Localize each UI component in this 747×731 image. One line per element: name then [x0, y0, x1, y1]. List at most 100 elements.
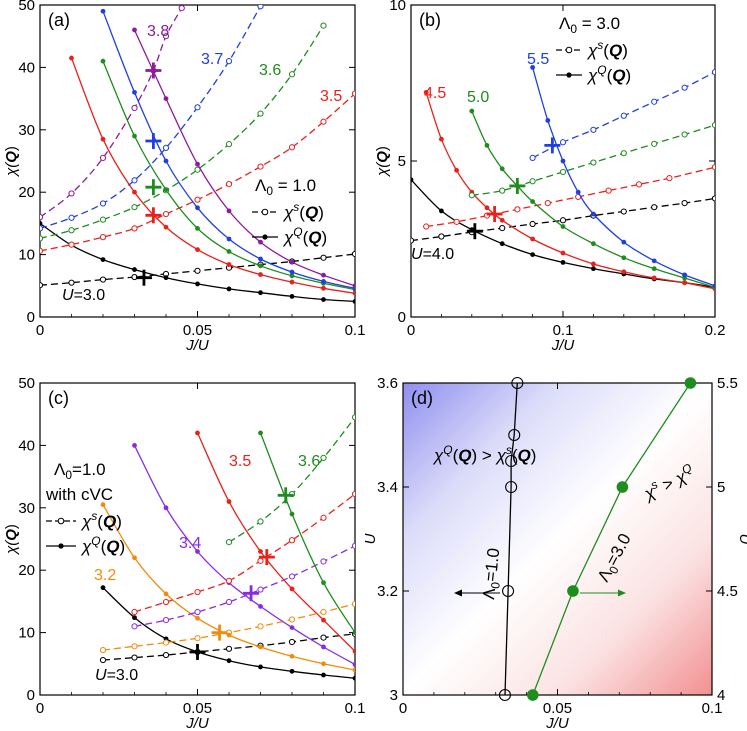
- y-tick-label: 50: [18, 0, 35, 14]
- phase-point: [526, 689, 539, 701]
- orbital-point: [132, 189, 137, 195]
- orbital-point: [289, 259, 295, 265]
- y2-tick-label: 5: [717, 479, 725, 496]
- y-tick-label: 3.6: [377, 375, 398, 392]
- spin-point: [131, 204, 138, 211]
- panel-label: (b): [419, 10, 441, 30]
- legend: Λ0 = 3.0χs(Q) χQ(Q): [556, 14, 631, 85]
- orbital-point: [682, 280, 687, 286]
- orbital-point: [226, 249, 232, 254]
- spin-point: [257, 586, 264, 593]
- orbital-point: [321, 644, 326, 650]
- phase-point: [508, 428, 521, 442]
- legend-title: with cVC: [45, 485, 113, 504]
- phase-point: [498, 688, 512, 702]
- orbital-point: [195, 161, 200, 167]
- orbital-point: [226, 236, 232, 242]
- x-tick-label: 0: [36, 700, 44, 717]
- legend-entry-orbital: χQ(Q): [586, 63, 631, 85]
- spin-point: [288, 71, 296, 78]
- spin-point: [651, 204, 658, 211]
- orbital-point: [289, 586, 295, 592]
- series-label: U=3.0: [62, 287, 105, 304]
- y-tick-label: 3: [390, 687, 398, 704]
- y-tick-label: 10: [18, 625, 35, 642]
- spin-point: [559, 168, 567, 176]
- legend-entry-orbital: χQ(Q): [80, 534, 125, 556]
- orbital-point: [132, 27, 137, 33]
- orbital-susceptibility-line: [411, 179, 715, 289]
- x-tick-label: 0.05: [183, 322, 212, 339]
- spin-point: [651, 140, 658, 147]
- orbital-point: [454, 167, 459, 173]
- orbital-point: [258, 290, 263, 296]
- legend-entry-spin: χs(Q): [282, 200, 324, 222]
- orbital-point: [289, 653, 295, 659]
- phase-point: [567, 585, 579, 597]
- orbital-point: [100, 136, 106, 142]
- plot-area: [504, 383, 691, 695]
- series-label: 3.8: [147, 23, 169, 40]
- x-tick-label: 0: [399, 700, 407, 717]
- y-tick-label: 0: [27, 687, 35, 704]
- orbital-point: [289, 269, 295, 275]
- orbital-point: [484, 143, 490, 148]
- orbital-point: [289, 273, 295, 279]
- orbital-point: [321, 285, 326, 291]
- arrow-left-head: [454, 589, 462, 597]
- legend-marker-orbital: [262, 234, 268, 240]
- orbital-point: [321, 661, 326, 667]
- spin-point: [40, 225, 44, 232]
- orbital-susceptibility-line: [133, 29, 355, 287]
- spin-point: [666, 175, 673, 182]
- orbital-point: [484, 205, 490, 211]
- orbital-susceptibility-line: [70, 57, 355, 294]
- orbital-point: [530, 236, 535, 242]
- spin-point: [99, 234, 107, 241]
- legend: Λ0 = 1.0χs(Q) χQ(Q): [252, 176, 327, 247]
- spin-point: [225, 598, 233, 606]
- spin-point: [131, 225, 138, 232]
- y-tick-label: 40: [18, 437, 35, 454]
- spin-point: [320, 608, 327, 616]
- y-axis-label: U: [362, 533, 379, 544]
- spin-point: [68, 214, 75, 221]
- y-tick-label: 20: [18, 184, 35, 201]
- spin-point: [68, 190, 75, 197]
- y2-axis-label: U: [736, 534, 747, 545]
- series-label: U=3.0: [95, 667, 138, 684]
- spin-point: [681, 131, 688, 138]
- y-tick-label: 30: [18, 500, 35, 517]
- y-tick-label: 50: [18, 375, 35, 392]
- phase-background: [403, 383, 712, 695]
- panel-d: 0 0.05 0.1 3 3.2 3.4 3.6 4 4.5 5 5.5 J/U U U (d) Λ0=1.0…: [362, 375, 747, 731]
- orbital-point: [195, 225, 200, 231]
- spin-point: [529, 154, 536, 161]
- spin-point: [288, 638, 296, 646]
- y2-tick-label: 4.5: [717, 583, 738, 600]
- panel-label: (d): [411, 388, 433, 408]
- orbital-susceptibility-line: [425, 92, 715, 290]
- spin-point: [320, 514, 327, 521]
- spin-point: [257, 5, 264, 10]
- orbital-point: [226, 262, 232, 267]
- orbital-point: [195, 247, 200, 253]
- spin-point: [620, 150, 627, 157]
- panel-label: (c): [48, 388, 69, 408]
- spin-point: [131, 643, 138, 650]
- orbital-point: [163, 96, 169, 101]
- orbital-susceptibility-line: [196, 432, 355, 652]
- orbital-point: [163, 187, 169, 193]
- orbital-point: [132, 89, 137, 95]
- y-axis-label: χ(Q): [3, 146, 20, 178]
- orbital-point: [621, 269, 627, 275]
- orbital-point: [100, 8, 106, 14]
- spin-point: [590, 126, 597, 133]
- spin-point: [131, 654, 138, 661]
- legend-marker-spin: [261, 208, 269, 216]
- orbital-point: [258, 549, 263, 554]
- orbital-point: [289, 668, 295, 674]
- orbital-point: [651, 258, 657, 264]
- spin-point: [99, 646, 107, 654]
- series-label: 3.6: [259, 62, 281, 79]
